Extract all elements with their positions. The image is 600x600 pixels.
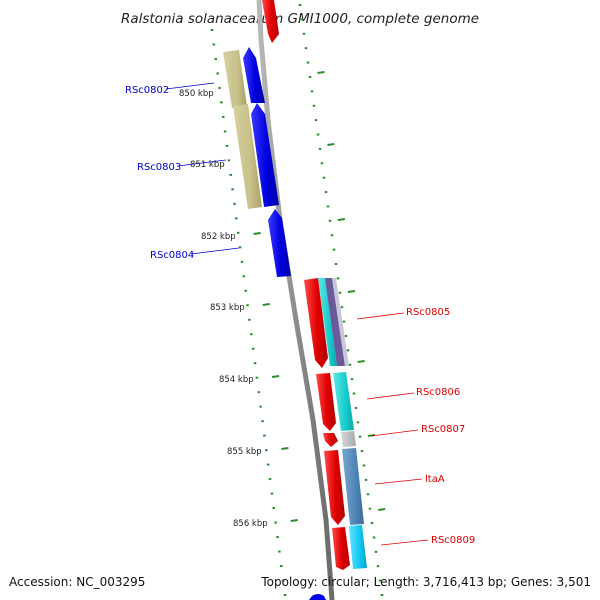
kbp-label: 852 kbp — [201, 232, 236, 242]
kbp-label: 854 kbp — [219, 375, 254, 385]
outer-major-tick — [378, 508, 386, 511]
gene-label-rsc0805[interactable]: RSc0805 — [406, 307, 450, 318]
outer-major-tick — [327, 143, 335, 146]
kbp-major-tick — [262, 303, 270, 306]
gene-label-ltaa[interactable]: ltaA — [425, 474, 445, 485]
outer-major-tick — [317, 71, 325, 74]
cog-band-rsc0805-grey — [332, 278, 349, 366]
gene-label-rsc0802[interactable]: RSc0802 — [125, 85, 169, 96]
topology-summary-text: Topology: circular; Length: 3,716,413 bp… — [261, 575, 591, 589]
cog-band-rsc0803 — [233, 104, 262, 209]
kbp-labels: 850 kbp 851 kbp 852 kbp 853 kbp 854 kbp … — [179, 89, 268, 529]
forward-gene-partial-top[interactable] — [262, 0, 279, 43]
kbp-major-tick — [290, 519, 298, 522]
cog-band-rsc0809 — [349, 525, 367, 569]
kbp-label: 856 kbp — [233, 519, 268, 529]
kbp-major-tick — [281, 447, 289, 450]
cog-band-rsc0807 — [341, 431, 356, 447]
kbp-label: 853 kbp — [210, 303, 245, 313]
kbp-major-tick — [271, 375, 280, 378]
cog-band-rsc0802 — [223, 50, 247, 108]
cog-band-rsc0805-purple — [325, 278, 345, 366]
gene-label-rsc0804[interactable]: RSc0804 — [150, 250, 194, 261]
map-title: Ralstonia solanacearum GMI1000, complete… — [121, 11, 479, 27]
kbp-label: 855 kbp — [227, 447, 262, 457]
cog-band-rsc0806 — [333, 372, 354, 431]
cog-band-ltaa — [342, 448, 364, 525]
gene-labels: RSc0802 RSc0803 RSc0804 RSc0805 RSc0806 … — [125, 82, 475, 546]
gene-arrow-rsc0802[interactable] — [243, 47, 265, 103]
outer-major-tick — [337, 218, 346, 221]
reverse-strand-features — [223, 47, 291, 277]
gene-label-rsc0807[interactable]: RSc0807 — [421, 424, 465, 435]
reverse-gene-partial-bottom[interactable] — [309, 594, 326, 600]
gene-arrow-rsc0806[interactable] — [316, 373, 336, 431]
kbp-label: 850 kbp — [179, 89, 214, 99]
gene-arrow-rsc0807[interactable] — [323, 433, 338, 447]
gene-label-rsc0803[interactable]: RSc0803 — [137, 162, 181, 173]
gene-arrow-ltaa[interactable] — [324, 450, 345, 525]
kbp-label: 851 kbp — [190, 160, 225, 170]
gene-label-rsc0806[interactable]: RSc0806 — [416, 387, 460, 398]
gene-arrow-rsc0805[interactable] — [304, 278, 328, 368]
gene-arrow-rsc0809[interactable] — [332, 527, 350, 570]
forward-strand-features — [304, 278, 367, 570]
outer-major-tick — [367, 434, 376, 437]
gene-arrow-rsc0803[interactable] — [251, 103, 279, 207]
cog-band-rsc0805-cyan — [318, 278, 337, 366]
kbp-major-tick — [253, 232, 261, 235]
accession-text: Accession: NC_003295 — [9, 575, 146, 589]
outer-major-tick — [357, 360, 365, 363]
gene-label-rsc0809[interactable]: RSc0809 — [431, 535, 475, 546]
gene-arrow-rsc0804[interactable] — [268, 209, 291, 277]
outer-major-tick — [347, 290, 356, 293]
